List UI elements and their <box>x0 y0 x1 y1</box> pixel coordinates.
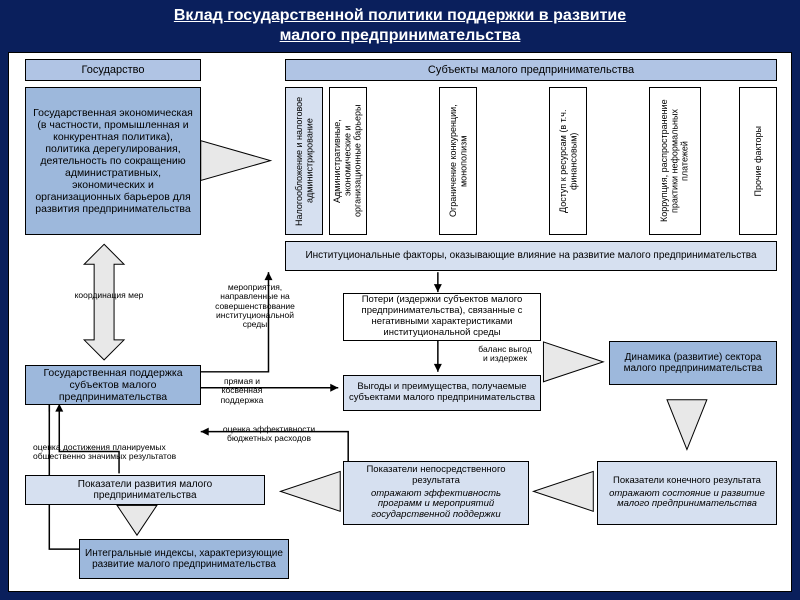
box-state-support: Государственная поддержка субъектов мало… <box>25 365 201 405</box>
factor-admin: Административные, экономические и органи… <box>329 87 367 235</box>
header-subjects: Субъекты малого предпринимательства <box>285 59 777 81</box>
factor-access: Доступ к ресурсам (в т.ч. финансовым) <box>549 87 587 235</box>
box-inst-factors: Институциональные факторы, оказывающие в… <box>285 241 777 271</box>
box-state-policy: Государственная экономическая (в частнос… <box>25 87 201 235</box>
box-dev-indicators: Показатели развития малого предпринимате… <box>25 475 265 505</box>
note-support: прямая и косвенная поддержка <box>207 377 277 405</box>
page-title: Вклад государственной политики поддержки… <box>0 0 800 48</box>
diagram-canvas: Государство Субъекты малого предпринимат… <box>8 52 792 592</box>
box-benefits: Выгоды и преимущества, получаемые субъек… <box>343 375 541 411</box>
final-result-sub: отражают состояние и развитие малого пре… <box>602 489 772 511</box>
box-dynamics: Динамика (развитие) сектора малого предп… <box>609 341 777 385</box>
header-state: Государство <box>25 59 201 81</box>
direct-result-title: Показатели непосредственного результата <box>348 465 524 487</box>
note-eval-social: оценка достижения планируемых общественн… <box>33 443 193 462</box>
direct-result-sub: отражают эффективность программ и меропр… <box>348 489 524 522</box>
factor-corrupt: Коррупция, распространение практики нефо… <box>649 87 701 235</box>
box-losses: Потери (издержки субъектов малого предпр… <box>343 293 541 341</box>
factor-tax: Налогообложение и налоговое администриро… <box>285 87 323 235</box>
note-balance: баланс выгод и издержек <box>475 345 535 364</box>
note-coord: координация мер <box>69 291 149 300</box>
factor-compet: Ограничение конкуренции, монополизм <box>439 87 477 235</box>
box-direct-result: Показатели непосредственного результата … <box>343 461 529 525</box>
note-eval-budget: оценка эффективности бюджетных расходов <box>209 425 329 444</box>
final-result-title: Показатели конечного результата <box>613 476 761 487</box>
box-final-result: Показатели конечного результата отражают… <box>597 461 777 525</box>
factor-other: Прочие факторы <box>739 87 777 235</box>
note-measures: мероприятия, направленные на совершенств… <box>209 283 301 330</box>
box-integral: Интегральные индексы, характеризующие ра… <box>79 539 289 579</box>
